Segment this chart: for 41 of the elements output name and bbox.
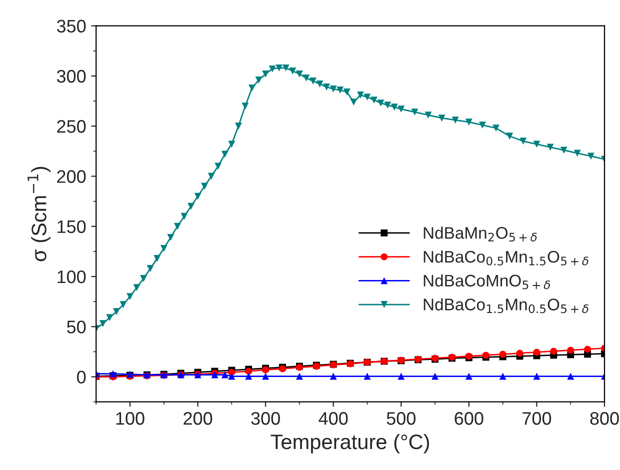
point	[432, 372, 439, 380]
point	[296, 372, 303, 380]
x-axis-title: Temperature (°C)	[270, 434, 430, 454]
x-tick-label: 200	[184, 412, 212, 425]
y-tick-label: 0	[77, 370, 86, 384]
point	[499, 372, 506, 380]
legend-label: NdBaCo$_{0.5}$Mn$_{1.5}$O$_{5+δ}$	[424, 250, 588, 266]
point	[567, 346, 574, 354]
point	[465, 372, 472, 380]
y-tick-label: 350	[56, 20, 86, 33]
x-tick-label: 500	[386, 412, 416, 425]
x-tick-label: 300	[251, 412, 280, 425]
point	[584, 346, 592, 353]
y-tick-label: 150	[58, 220, 86, 234]
x-tick-label: 800	[590, 412, 619, 425]
legend-label: NdBaMn$_{2}$O$_{5+δ}$	[424, 226, 537, 242]
y-tick-label: 250	[57, 120, 86, 133]
point	[398, 372, 405, 380]
x-tick-label: 600	[454, 412, 484, 425]
point	[533, 348, 540, 356]
point	[221, 371, 228, 378]
y-tick-label: 300	[56, 70, 86, 83]
x-tick-label: 100	[116, 412, 144, 425]
point	[533, 372, 540, 380]
point	[245, 372, 252, 380]
point	[364, 372, 371, 380]
y-tick-label: 50	[67, 320, 86, 334]
y-tick-label: 200	[57, 170, 86, 183]
point	[262, 372, 270, 380]
y-axis-title: σ (Scm$^{−1}$)	[28, 166, 50, 262]
point	[516, 350, 524, 357]
point	[567, 372, 574, 380]
y-tick-label: 100	[58, 270, 86, 284]
point	[228, 372, 236, 380]
legend-label: NdBaCo$_{1.5}$Mn$_{0.5}$O$_{5+δ}$	[424, 298, 588, 314]
point	[330, 372, 337, 380]
x-tick-label: 700	[522, 412, 552, 425]
legend-label: NdBaCoMnO$_{5+δ}$	[424, 274, 550, 290]
point	[499, 350, 506, 358]
x-tick-label: 400	[318, 412, 348, 425]
point	[550, 348, 558, 355]
